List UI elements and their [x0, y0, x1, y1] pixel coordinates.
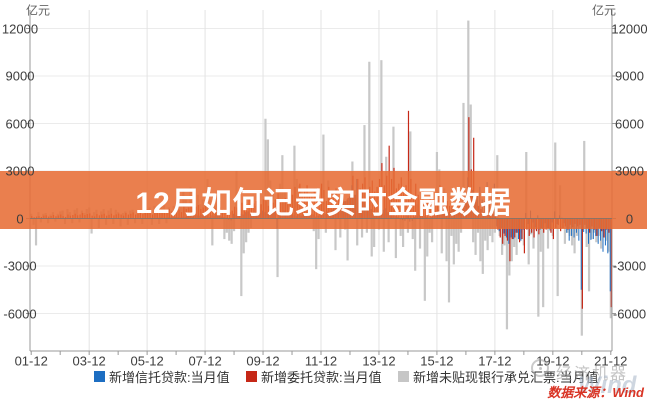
brand-logo-icon [531, 359, 549, 377]
y-axis-tick-label-left: 3000 [5, 163, 35, 179]
y-axis-tick-label-left: 0 [16, 211, 24, 226]
y-axis-tick-label-right: 3000 [615, 163, 644, 179]
x-axis-tick-label: 17-12 [478, 353, 512, 369]
y-axis-tick-label-right: 0 [625, 211, 634, 226]
trust-loans-swatch [94, 371, 105, 382]
y-axis-tick-label-left: -3000 [3, 258, 37, 274]
x-axis-tick-label: 07-12 [188, 353, 222, 369]
y-axis-tick-label-right: -6000 [612, 306, 647, 321]
page-title: 12月如何记录实时金融数据 [135, 187, 512, 220]
y-axis-tick-label-left: 12000 [1, 21, 39, 36]
y-axis-tick-label-left: 9000 [5, 68, 35, 84]
y-axis-tick-label-left: -6000 [3, 306, 37, 321]
x-axis-tick-label: 21-12 [594, 353, 628, 369]
legend-item-trust-loans: 新增信托贷款:当月值 [94, 370, 230, 385]
x-axis-tick-label: 01-12 [14, 353, 48, 369]
y-axis-tick-label-right: 12000 [611, 21, 647, 36]
x-axis-tick-label: 11-12 [304, 353, 338, 369]
title-overlay-band: 12月如何记录实时金融数据 [0, 171, 647, 229]
undiscounted-bills-swatch [398, 371, 409, 382]
brand-watermark: 经济机器 Wind [530, 350, 647, 399]
x-axis-tick-label: 09-12 [246, 353, 280, 369]
brand-watermark-text: 经济机器 [556, 366, 629, 383]
legend-label: 新增信托贷款:当月值 [109, 370, 230, 385]
legend-item-undiscounted-bills: 新增未贴现银行承兑汇票:当月值 [398, 370, 599, 385]
x-axis-tick-label: 15-12 [420, 353, 454, 369]
entrusted-loans-swatch [246, 371, 257, 382]
legend-label: 新增未贴现银行承兑汇票:当月值 [413, 370, 599, 385]
wind-watermark-text: Wind [578, 372, 637, 399]
y-axis-tick-label-right: 6000 [615, 116, 644, 131]
y-axis-tick-label-right: -3000 [612, 258, 647, 274]
y-axis-tick-label-right: 9000 [615, 68, 644, 84]
zero-gridline [30, 218, 612, 219]
y-axis-tick-label-left: 6000 [5, 116, 35, 131]
y-axis-unit-right: 亿元 [591, 3, 617, 18]
y-axis-unit-left: 亿元 [25, 3, 51, 18]
legend-item-entrusted-loans: 新增委托贷款:当月值 [246, 370, 382, 385]
x-axis-tick-label: 13-12 [362, 353, 396, 369]
data-source-note: 数据来源：Wind [547, 385, 644, 400]
x-axis-tick-label: 03-12 [72, 353, 106, 369]
x-axis-tick-label: 05-12 [130, 353, 164, 369]
legend-label: 新增委托贷款:当月值 [261, 370, 382, 385]
